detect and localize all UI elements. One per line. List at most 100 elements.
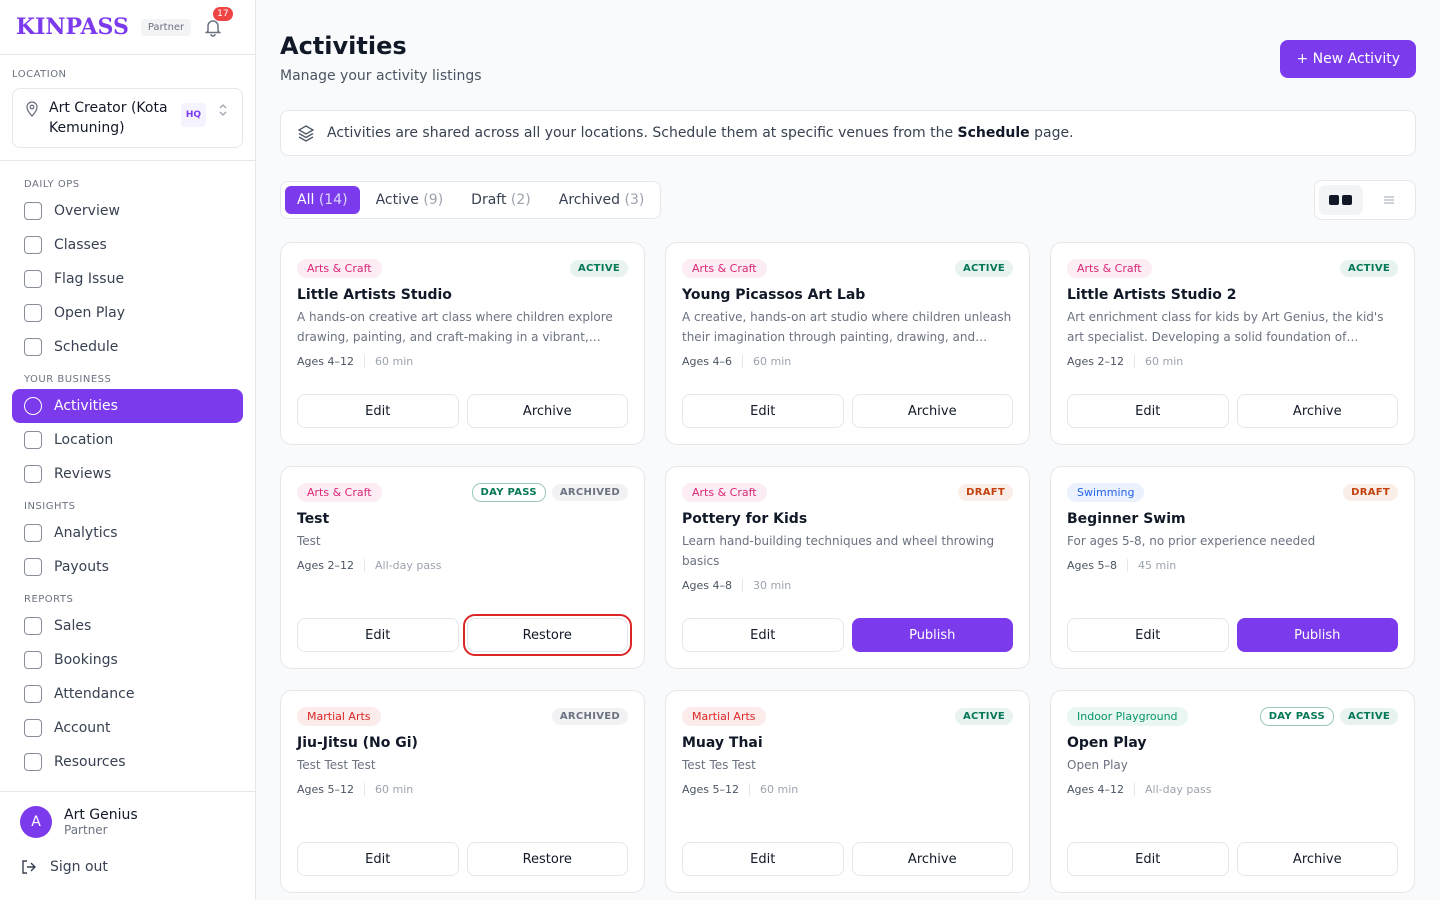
category-pill: Arts & Craft: [1067, 259, 1152, 278]
card-description: Test Tes Test: [682, 758, 756, 772]
card-meta: Ages 5–12 60 min: [297, 783, 628, 796]
nav-item[interactable]: Sales: [12, 609, 243, 643]
category-pill: Martial Arts: [682, 707, 766, 726]
card-description: For ages 5-8, no prior experience needed: [1067, 534, 1316, 548]
category-pill: Indoor Playground: [1067, 707, 1188, 726]
ages: Ages 4–8: [682, 579, 732, 592]
nav-icon: [24, 465, 42, 483]
action-button[interactable]: Restore: [466, 842, 628, 876]
toolbar: All (14) Active (9) Draft (2) Archived (3): [280, 180, 1416, 220]
nav-item[interactable]: Flag Issue: [12, 262, 243, 296]
nav-label: Analytics: [54, 525, 118, 541]
activity-card: Arts & Craft DRAFT Pottery for Kids Learn h…: [665, 466, 1030, 669]
chevron: [219, 104, 227, 116]
activity-card: Swimming DRAFT Beginner Swim For ages 5-8, …: [1050, 466, 1415, 669]
card-meta: Ages 5–8 45 min: [1067, 559, 1398, 572]
nav-label: Payouts: [54, 559, 109, 575]
tab-count: (14): [318, 192, 348, 208]
nav-icon: [24, 651, 42, 669]
card-title: Little Artists Studio 2: [1067, 287, 1237, 303]
nav-item[interactable]: Reviews: [12, 457, 243, 491]
nav-label: Flag Issue: [54, 271, 125, 287]
nav-item[interactable]: Activities: [12, 389, 243, 423]
status-badge: ACTIVE: [955, 260, 1013, 277]
nav-item[interactable]: Schedule: [12, 330, 243, 364]
nav-section-title: DAILY OPS: [24, 179, 80, 190]
action-button[interactable]: Edit: [297, 394, 459, 428]
action-button[interactable]: Edit: [297, 618, 459, 652]
card-meta: Ages 5–12 60 min: [682, 783, 1013, 796]
status-badge: DRAFT: [958, 484, 1013, 501]
action-button[interactable]: Edit: [1067, 394, 1229, 428]
nav-item[interactable]: Overview: [12, 194, 243, 228]
action-button[interactable]: Archive: [851, 394, 1013, 428]
card-actions: Edit Archive: [1067, 842, 1398, 876]
user-info: Art Genius Partner: [64, 807, 138, 837]
ages: Ages 5–8: [1067, 559, 1117, 572]
user-name: Art Genius: [64, 807, 138, 823]
card-top: Swimming DRAFT: [1067, 483, 1398, 502]
status-badge: ARCHIVED: [551, 708, 628, 725]
nav-item[interactable]: Account: [12, 711, 243, 745]
action-button[interactable]: Edit: [1067, 618, 1229, 652]
nav-label: Activities: [54, 398, 118, 414]
action-button[interactable]: Restore: [462, 614, 632, 656]
duration: 60 min: [1134, 355, 1183, 368]
location-name: Art Creator (Kota Kemuning): [49, 100, 168, 136]
new-activity-button[interactable]: + New Activity: [1280, 40, 1416, 78]
nav-label: Location: [54, 432, 114, 448]
action-button[interactable]: Archive: [851, 842, 1013, 876]
nav-section-title: REPORTS: [24, 594, 74, 605]
nav-item[interactable]: Attendance: [12, 677, 243, 711]
tab[interactable]: Draft (2): [459, 186, 543, 214]
tab[interactable]: All (14): [285, 186, 360, 214]
duration: 45 min: [1127, 559, 1176, 572]
category-pill: Swimming: [1067, 483, 1145, 502]
nav-item[interactable]: Classes: [12, 228, 243, 262]
action-button[interactable]: Edit: [297, 842, 459, 876]
action-button[interactable]: Edit: [682, 618, 844, 652]
banner-tail: page.: [1029, 125, 1074, 141]
avatar: A: [20, 806, 52, 838]
location-section: LOCATION Art Creator (Kota Kemuning) HQ: [0, 54, 255, 160]
nav-icon: [24, 397, 42, 415]
card-meta: Ages 4–12 60 min: [297, 355, 628, 368]
banner-link[interactable]: Schedule: [957, 125, 1030, 141]
grid-view[interactable]: [1319, 185, 1363, 215]
activity-card: Arts & Craft ACTIVE Young Picassos Art Lab…: [665, 242, 1030, 445]
action-button[interactable]: Publish: [851, 618, 1013, 652]
nav-item[interactable]: Analytics: [12, 516, 243, 550]
nav-item[interactable]: Payouts: [12, 550, 243, 584]
nav-label: Sales: [54, 618, 92, 634]
location-picker[interactable]: Art Creator (Kota Kemuning) HQ: [12, 88, 243, 148]
category-pill: Arts & Craft: [297, 483, 382, 502]
nav-item[interactable]: Open Play: [12, 296, 243, 330]
logo[interactable]: KINPASS: [16, 14, 129, 40]
page-subtitle: Manage your activity listings: [280, 68, 482, 84]
page-title: Activities: [280, 32, 407, 60]
tab-label: Draft: [471, 192, 507, 208]
card-top: Arts & Craft ACTIVE: [682, 259, 1013, 278]
tab[interactable]: Active (9): [364, 186, 456, 214]
nav-item[interactable]: Resources: [12, 745, 243, 779]
action-button[interactable]: Edit: [682, 394, 844, 428]
notifications[interactable]: 17: [203, 7, 233, 37]
action-button[interactable]: Edit: [682, 842, 844, 876]
list-view[interactable]: [1367, 185, 1411, 215]
action-button[interactable]: Archive: [1236, 842, 1398, 876]
nav-item[interactable]: Location: [12, 423, 243, 457]
banner-text: Activities are shared across all your lo…: [327, 125, 1074, 141]
action-button[interactable]: Publish: [1236, 618, 1398, 652]
nav-label: Schedule: [54, 339, 119, 355]
tab[interactable]: Archived (3): [547, 186, 657, 214]
action-button[interactable]: Archive: [1236, 394, 1398, 428]
nav-item[interactable]: Bookings: [12, 643, 243, 677]
category-pill: Martial Arts: [297, 707, 381, 726]
sidebar: KINPASS Partner 17 LOCATION Art Creator …: [0, 0, 256, 900]
sign-out[interactable]: Sign out: [20, 858, 235, 876]
action-button[interactable]: Archive: [466, 394, 628, 428]
action-button[interactable]: Edit: [1067, 842, 1229, 876]
card-top: Arts & Craft ACTIVE: [297, 259, 628, 278]
card-title: Little Artists Studio: [297, 287, 452, 303]
